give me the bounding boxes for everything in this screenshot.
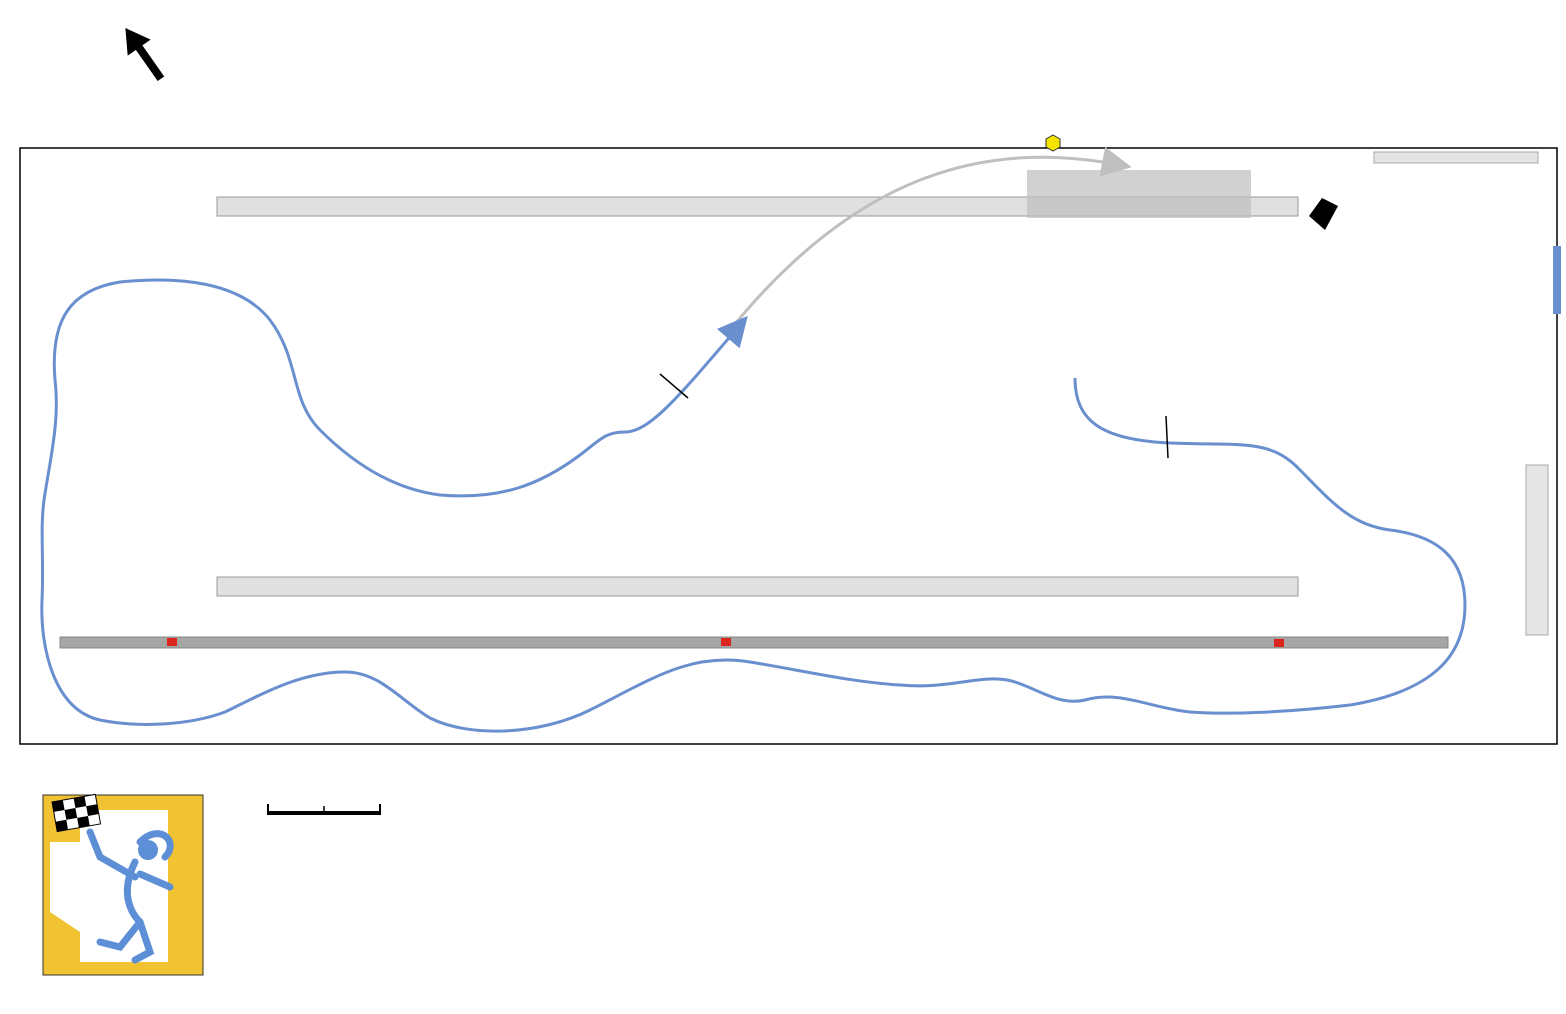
map-border: [19, 147, 1558, 745]
trailer-icon: [1309, 198, 1338, 230]
finish-line: [659, 373, 689, 399]
scale-bar: [267, 804, 381, 815]
drain-marker: [1274, 639, 1284, 647]
entrance-gate: [1553, 246, 1561, 314]
exit-route-arrow: [728, 146, 1132, 331]
scca-logo: [40, 762, 210, 994]
tie-downs-bottom: [216, 576, 1299, 597]
tech-area: [1525, 464, 1549, 636]
grid-area: [1027, 170, 1251, 218]
drain-collector: [59, 636, 1449, 649]
start-line: [1165, 415, 1169, 459]
north-arrow-icon: [125, 27, 165, 82]
drain-marker: [721, 638, 731, 646]
fire-hydrant-icon: [1045, 134, 1061, 152]
drain-marker: [167, 638, 177, 646]
course-line: [40, 278, 1467, 733]
rv-parking-strip: [1373, 151, 1539, 164]
